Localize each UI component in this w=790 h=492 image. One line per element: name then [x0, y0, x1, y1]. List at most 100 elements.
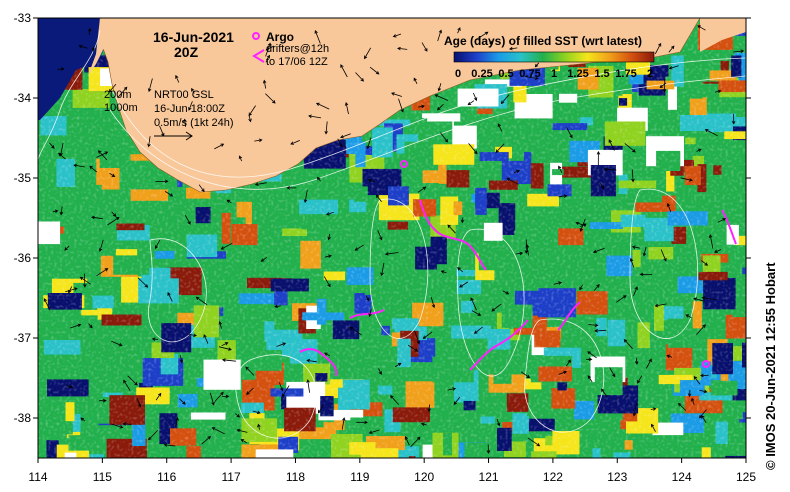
credit-text: © IMOS 20-Jun-2021 12:55 Hobart — [763, 262, 778, 470]
current-vector — [701, 296, 716, 300]
current-vector — [631, 169, 635, 183]
current-vector — [693, 376, 701, 385]
current-vector — [520, 371, 531, 379]
current-vector — [430, 296, 436, 309]
current-vector — [281, 385, 290, 398]
current-vector — [391, 92, 403, 97]
current-vector — [420, 422, 427, 426]
current-vector — [639, 272, 653, 277]
current-vector — [260, 256, 268, 262]
colorbar-title: Age (days) of filled SST (wrt latest) — [444, 34, 642, 48]
current-vector — [198, 184, 205, 193]
current-vector — [89, 165, 98, 173]
current-vector — [147, 136, 151, 148]
current-vector — [179, 398, 186, 405]
current-vector — [575, 221, 587, 227]
current-vector — [699, 389, 708, 394]
current-vector — [397, 46, 408, 51]
current-vector — [495, 143, 505, 153]
current-vector — [127, 375, 138, 386]
current-vector — [566, 127, 573, 139]
current-vector — [513, 169, 520, 174]
current-vector — [453, 396, 461, 406]
current-vector — [238, 155, 243, 162]
current-vector — [314, 30, 321, 44]
current-vector — [704, 129, 718, 137]
lon-tick-label: 120 — [414, 470, 434, 484]
current-vector — [214, 391, 224, 402]
current-vector — [685, 314, 692, 318]
current-vector — [151, 337, 159, 341]
current-vector — [596, 150, 601, 166]
current-vector — [66, 384, 74, 389]
current-vector — [248, 115, 252, 123]
argo-floats — [400, 160, 710, 368]
current-vector — [380, 262, 385, 277]
current-vector — [70, 323, 82, 329]
current-vector — [587, 375, 593, 383]
current-vector — [427, 404, 431, 413]
lon-tick-label: 123 — [607, 470, 627, 484]
colorbar-tick-label: 1.75 — [615, 68, 636, 80]
drifter-tracks — [299, 199, 737, 377]
current-vector — [323, 276, 331, 288]
current-vector — [515, 251, 524, 256]
current-vector — [167, 292, 173, 302]
lon-tick-label: 115 — [93, 470, 112, 484]
current-vector — [733, 49, 745, 54]
current-vector — [506, 177, 519, 185]
current-vector — [708, 234, 714, 249]
current-vector — [500, 94, 510, 105]
current-vector — [98, 239, 104, 253]
current-vector — [79, 276, 91, 285]
current-vector — [349, 326, 362, 336]
current-vector — [714, 89, 722, 94]
current-vector — [459, 281, 469, 288]
bathymetry-contours — [38, 29, 746, 439]
current-vector — [87, 27, 92, 36]
drifter-legend-line2: to 17/06 12Z — [266, 56, 328, 68]
current-vector — [220, 242, 233, 250]
current-vector — [377, 230, 383, 241]
current-vector — [221, 358, 236, 362]
current-vector — [558, 165, 563, 174]
lon-tick-label: 121 — [479, 470, 499, 484]
current-vectors — [43, 25, 745, 454]
current-vector — [558, 370, 568, 375]
current-vector — [631, 245, 640, 250]
current-vector — [234, 413, 241, 418]
current-vector — [496, 418, 501, 427]
current-vector — [457, 267, 464, 273]
current-vector — [637, 375, 643, 384]
current-vector — [254, 182, 267, 186]
current-vector — [603, 167, 617, 172]
current-vector — [369, 66, 380, 75]
current-vector — [457, 27, 461, 34]
current-vector — [327, 233, 331, 241]
current-vector — [475, 31, 489, 40]
lat-tick-label: -37 — [14, 331, 32, 345]
current-vector — [355, 72, 364, 82]
current-vector — [600, 182, 605, 190]
current-vector — [254, 138, 263, 143]
current-vector — [508, 46, 518, 51]
current-vector — [364, 47, 372, 60]
current-vector — [276, 342, 287, 347]
current-vector — [183, 118, 187, 127]
scale-vector-arrow — [154, 131, 193, 141]
current-vector — [700, 373, 709, 378]
current-vector — [654, 42, 662, 55]
current-vector — [731, 113, 736, 125]
current-vector — [317, 404, 325, 414]
current-vector — [566, 359, 571, 367]
current-vector — [49, 142, 55, 149]
current-vector — [586, 357, 593, 362]
lon-tick-label: 114 — [28, 470, 47, 484]
current-vector — [592, 247, 605, 254]
current-vector — [632, 402, 638, 417]
current-vector — [534, 62, 540, 68]
current-vector — [491, 303, 502, 312]
current-vector — [111, 211, 117, 218]
current-vector — [437, 29, 443, 42]
current-vector — [384, 252, 399, 256]
